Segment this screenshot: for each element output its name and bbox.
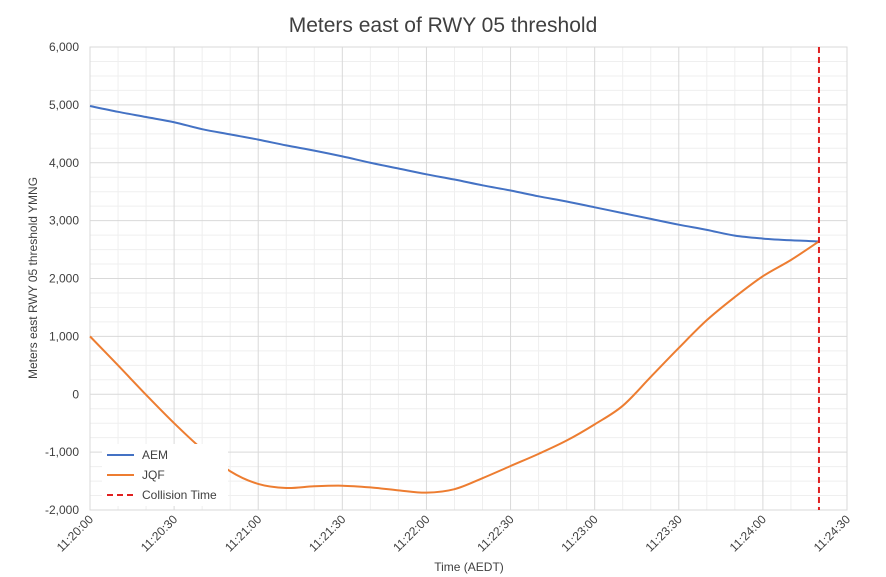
series-line-aem xyxy=(89,105,820,243)
y-tick-label: -1,000 xyxy=(45,445,79,459)
y-axis-ticks: 6,000 5,000 4,000 3,000 2,000 1,000 0 -1,000 -2,… xyxy=(45,40,79,517)
legend-label-aem: AEM xyxy=(142,448,168,462)
y-tick-label: 6,000 xyxy=(49,40,79,54)
y-tick-label: 5,000 xyxy=(49,98,79,112)
y-tick-label: 2,000 xyxy=(49,272,79,286)
legend-label-jqf: JQF xyxy=(142,468,165,482)
y-tick-label: -2,000 xyxy=(45,503,79,517)
y-tick-label: 3,000 xyxy=(49,214,79,228)
plot-area-border xyxy=(89,46,848,511)
y-tick-label: 1,000 xyxy=(49,329,79,343)
legend-label-collision-time: Collision Time xyxy=(142,488,217,502)
chart-title: Meters east of RWY 05 threshold xyxy=(289,14,598,37)
legend: AEM JQF Collision Time xyxy=(102,444,228,506)
y-tick-label: 4,000 xyxy=(49,156,79,170)
x-axis-label: Time (AEDT) xyxy=(434,560,504,574)
y-tick-label: 0 xyxy=(72,387,79,401)
y-axis-label: Meters east RWY 05 threshold YMNG xyxy=(26,177,40,379)
